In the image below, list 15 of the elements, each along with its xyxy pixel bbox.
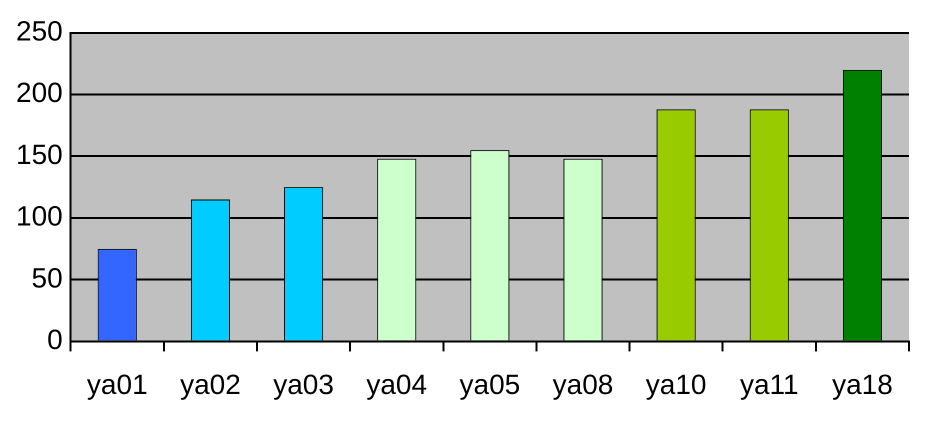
y-tick-label: 150	[16, 138, 63, 170]
x-tick-label: ya02	[180, 368, 241, 400]
y-tick-label: 250	[16, 16, 63, 47]
x-tick-label: ya05	[460, 368, 520, 400]
x-tick-label: ya04	[366, 368, 428, 400]
y-tick-label: 100	[16, 200, 63, 232]
y-tick-label: 0	[47, 324, 63, 356]
x-tick-label: ya18	[832, 368, 893, 400]
x-tick-label: ya08	[552, 368, 614, 400]
x-tick-label: ya11	[740, 368, 799, 400]
y-tick-label: 200	[16, 77, 63, 108]
x-tick-label: ya10	[646, 368, 707, 400]
x-tick-label: ya03	[273, 368, 334, 400]
x-tick-label: ya01	[86, 368, 148, 400]
y-tick-label: 50	[32, 262, 63, 294]
